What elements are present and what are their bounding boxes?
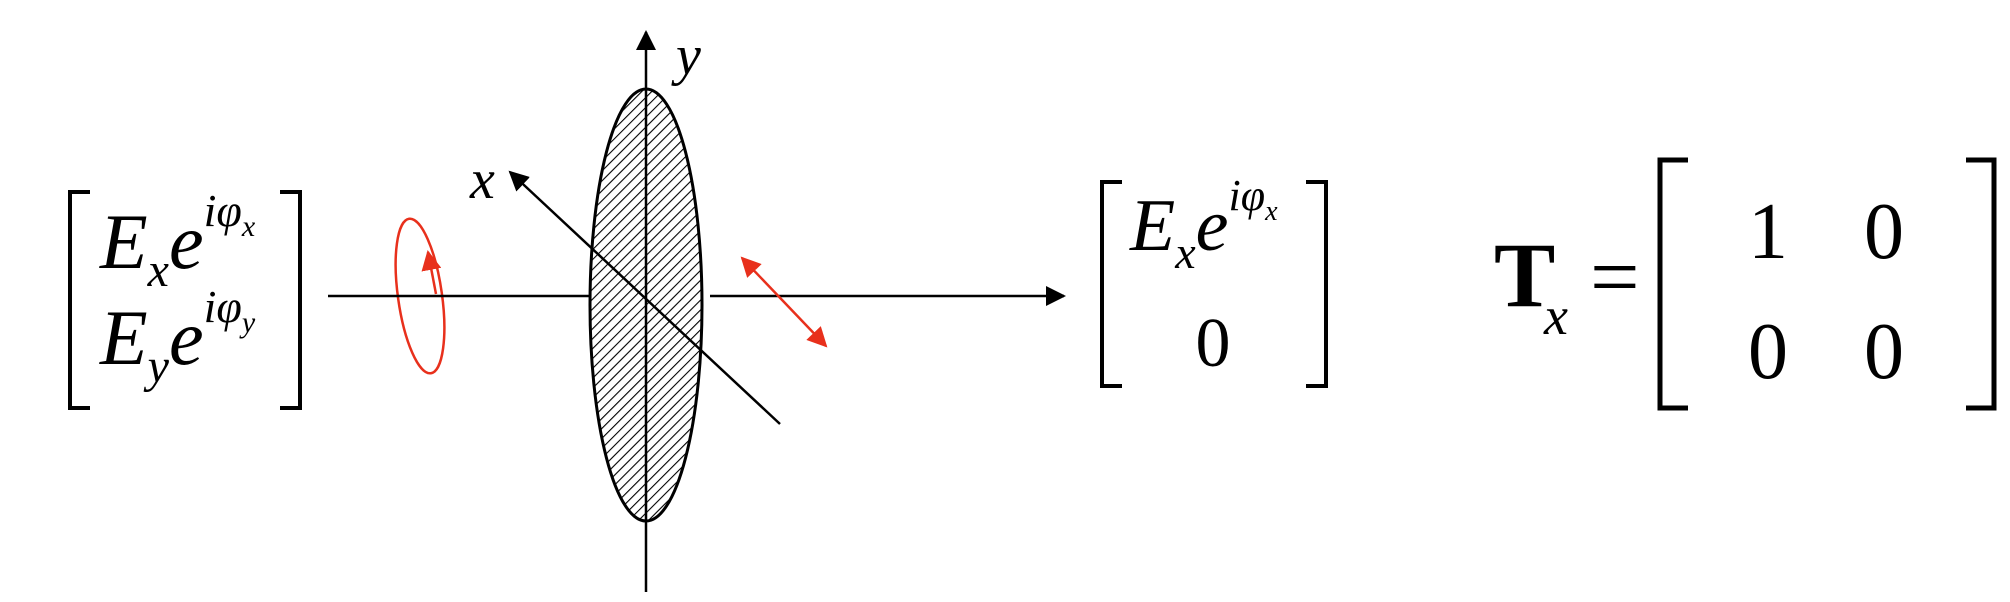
input-left-bracket	[68, 190, 90, 410]
x-axis-arrow	[508, 170, 781, 425]
input-right-bracket	[280, 190, 302, 410]
matrix-symbol: T	[1494, 224, 1555, 326]
matrix-subscript: x	[1543, 286, 1568, 346]
input-row-2: Eyeiφy	[99, 281, 256, 393]
matrix-right-bracket	[1966, 157, 1997, 411]
output-right-bracket	[1306, 180, 1328, 388]
input-vector: Exeiφx Eyeiφy	[68, 185, 302, 410]
jones-matrix: T x = 1 0 0 0	[1494, 157, 1997, 411]
output-vector: Exeiφx 0	[1100, 171, 1328, 388]
y-axis-label: y	[671, 25, 701, 87]
output-row-2: 0	[1196, 305, 1231, 382]
elliptical-polarization-icon	[394, 217, 446, 375]
matrix-equals: =	[1590, 229, 1640, 326]
matrix-left-bracket	[1657, 157, 1688, 411]
matrix-cell-r1c1: 1	[1748, 188, 1788, 276]
output-row-1: Exeiφx	[1129, 171, 1278, 278]
linear-polarization-icon	[740, 256, 828, 348]
input-row-1: Exeiφx	[99, 185, 256, 297]
matrix-cell-r2c2: 0	[1864, 308, 1904, 396]
output-left-bracket	[1100, 180, 1122, 388]
matrix-cell-r1c2: 0	[1864, 188, 1904, 276]
x-axis-label: x	[469, 149, 495, 211]
matrix-cell-r2c1: 0	[1748, 308, 1788, 396]
